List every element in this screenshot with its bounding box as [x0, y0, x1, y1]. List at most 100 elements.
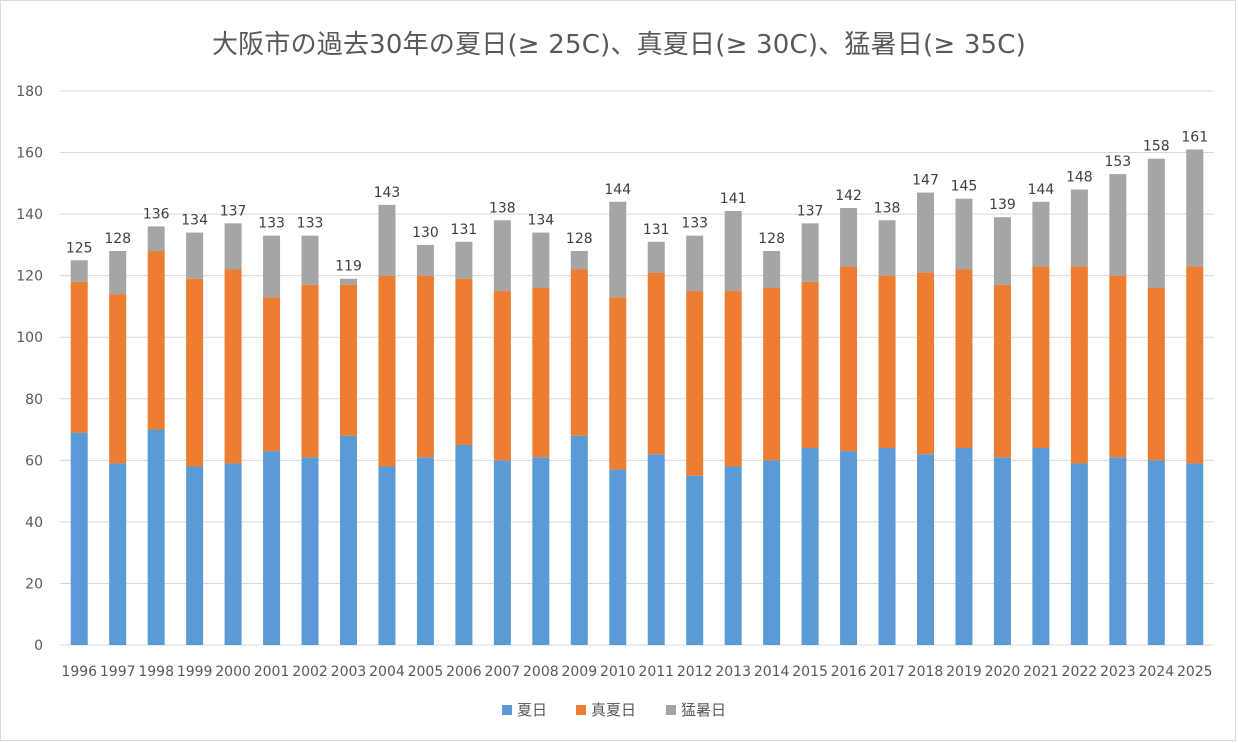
total-data-label: 141	[720, 191, 747, 207]
total-data-label: 153	[1104, 154, 1131, 170]
bar-segment-猛暑日-2005	[416, 244, 434, 276]
x-tick-label: 2004	[369, 664, 405, 680]
bar-segment-猛暑日-2019	[955, 198, 973, 270]
bar-segment-猛暑日-2022	[1070, 189, 1088, 267]
bar-segment-真夏日-2002	[301, 284, 319, 458]
total-data-label: 130	[412, 225, 439, 241]
x-axis-ticks: 1996 1997 1998 1999 2000 2001 2002 2003 2004 2005…	[61, 664, 1212, 680]
total-data-label: 137	[797, 203, 824, 219]
total-data-label: 147	[912, 173, 939, 189]
bar-segment-真夏日-2025	[1186, 266, 1204, 464]
bar-segment-夏日-2022	[1070, 463, 1088, 645]
bar-segment-夏日-2002	[301, 457, 319, 645]
x-tick-label: 2008	[523, 664, 559, 680]
legend-label: 猛暑日	[681, 701, 726, 719]
bar-segment-猛暑日-1996	[70, 260, 88, 282]
x-tick-label: 2010	[600, 664, 636, 680]
total-data-label: 133	[258, 216, 285, 232]
x-tick-label: 2009	[561, 664, 597, 680]
total-data-label: 134	[181, 213, 208, 229]
bar-segment-猛暑日-2018	[917, 192, 934, 273]
bar-segment-猛暑日-2003	[340, 278, 357, 285]
gridlines	[60, 90, 1214, 646]
x-tick-label: 2025	[1177, 664, 1213, 680]
bar-segment-猛暑日-2009	[570, 251, 588, 270]
total-data-label: 128	[758, 231, 785, 247]
legend-label: 真夏日	[591, 701, 636, 719]
bar-segment-真夏日-2011	[647, 272, 665, 455]
legend-swatch	[502, 705, 512, 715]
y-axis-ticks: 0 20 40 60 80 100 120 140 160 180	[16, 84, 43, 654]
bar-segment-真夏日-2006	[455, 278, 473, 445]
bar-segment-猛暑日-2017	[878, 220, 896, 276]
bar-segment-夏日-2006	[455, 444, 473, 645]
x-tick-label: 2021	[1023, 664, 1059, 680]
legend-swatch	[666, 705, 676, 715]
total-data-label: 158	[1143, 139, 1170, 155]
total-data-label: 133	[297, 216, 324, 232]
bar-segment-夏日-2024	[1147, 460, 1165, 645]
total-data-label: 142	[835, 188, 862, 204]
y-tick-label: 80	[25, 392, 43, 408]
y-tick-label: 120	[16, 269, 43, 285]
y-tick-label: 140	[16, 207, 43, 223]
y-tick-label: 100	[16, 330, 43, 346]
bar-segment-夏日-2021	[1032, 448, 1050, 645]
bar-segment-夏日-2023	[1109, 457, 1127, 645]
x-tick-label: 2006	[446, 664, 482, 680]
bar-segment-夏日-2005	[416, 457, 434, 645]
bar-segment-夏日-2010	[609, 469, 627, 645]
bar-segment-夏日-1997	[109, 463, 127, 645]
y-tick-label: 160	[16, 146, 43, 162]
bar-segment-真夏日-2024	[1147, 287, 1165, 461]
total-data-label: 125	[66, 240, 93, 256]
total-data-label: 138	[489, 200, 516, 216]
bar-segment-夏日-2008	[532, 457, 550, 645]
bar-segment-真夏日-2004	[378, 275, 396, 467]
bar-segment-真夏日-2023	[1109, 275, 1127, 458]
bar-segment-真夏日-2009	[570, 269, 588, 436]
x-tick-label: 2012	[677, 664, 713, 680]
x-tick-label: 2020	[985, 664, 1021, 680]
total-data-label: 131	[451, 222, 478, 238]
x-tick-label: 2023	[1100, 664, 1136, 680]
bar-segment-猛暑日-2025	[1186, 149, 1204, 267]
bar-segment-真夏日-1999	[186, 278, 204, 467]
bar-segment-猛暑日-2016	[840, 207, 858, 267]
bar-segment-猛暑日-2000	[224, 223, 242, 270]
bar-segment-真夏日-2001	[263, 297, 281, 452]
bar-segment-夏日-2004	[378, 466, 396, 645]
bar-segment-真夏日-2015	[801, 281, 819, 449]
bar-segment-猛暑日-2008	[532, 232, 550, 288]
bar-segment-猛暑日-2024	[1147, 158, 1165, 288]
total-data-label: 131	[643, 222, 670, 238]
x-tick-label: 2022	[1062, 664, 1098, 680]
x-tick-label: 1997	[100, 664, 136, 680]
total-data-label: 119	[335, 259, 362, 275]
x-tick-label: 2007	[485, 664, 521, 680]
total-data-label: 143	[374, 185, 401, 201]
bar-segment-夏日-2001	[263, 451, 281, 645]
bar-segment-夏日-2015	[801, 448, 819, 645]
bar-segment-夏日-2025	[1186, 463, 1204, 645]
total-data-label: 128	[104, 231, 131, 247]
bar-segment-夏日-1998	[147, 429, 165, 645]
legend-label: 夏日	[517, 701, 547, 719]
chart-title: 大阪市の過去30年の夏日(≥ 25C)、真夏日(≥ 30C)、猛暑日(≥ 35C…	[211, 30, 1026, 60]
bar-segment-猛暑日-2004	[378, 204, 396, 276]
bar-segment-夏日-2019	[955, 448, 973, 645]
bar-segment-夏日-2012	[686, 475, 704, 645]
bar-segment-猛暑日-2012	[686, 235, 704, 292]
total-data-label: 137	[220, 203, 247, 219]
x-tick-label: 2002	[292, 664, 328, 680]
bar-segment-真夏日-2018	[917, 272, 934, 455]
bar-segment-猛暑日-2021	[1032, 201, 1050, 267]
bar-segment-夏日-2013	[724, 466, 742, 645]
total-data-label: 128	[566, 231, 593, 247]
total-data-label: 134	[527, 213, 554, 229]
total-data-label: 144	[1028, 182, 1055, 198]
x-tick-label: 1996	[61, 664, 97, 680]
bar-segment-真夏日-1998	[147, 251, 165, 430]
total-data-label: 161	[1181, 129, 1208, 145]
bar-segment-真夏日-1996	[70, 281, 88, 433]
